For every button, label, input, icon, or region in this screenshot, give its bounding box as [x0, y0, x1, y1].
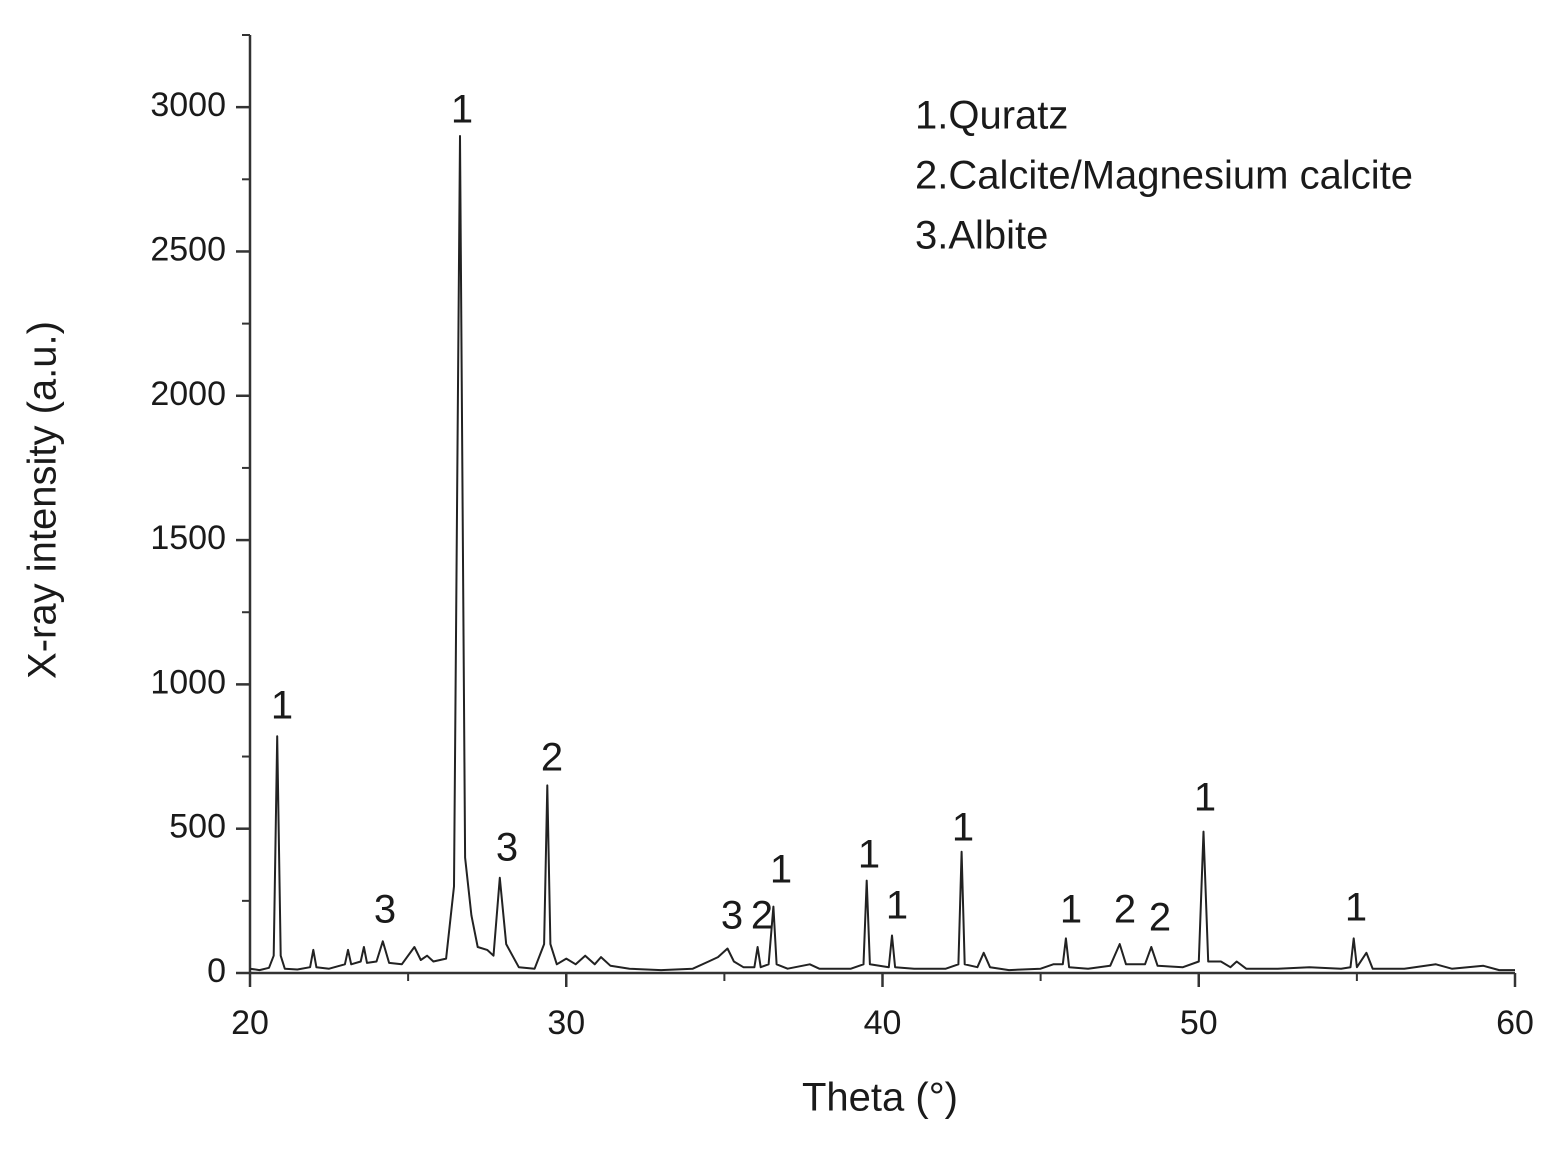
y-tick-label: 1000 [150, 663, 226, 701]
peak-label: 2 [1149, 896, 1171, 940]
legend-text: 3.Albite [915, 214, 1048, 258]
peak-label: 1 [1345, 886, 1367, 930]
legend-text: 2.Calcite/Magnesium calcite [915, 154, 1413, 198]
y-tick-label: 500 [169, 808, 226, 846]
y-tick-label: 2500 [150, 230, 226, 268]
y-tick-label: 3000 [150, 86, 226, 124]
legend-text: 1.Quratz [915, 94, 1068, 138]
y-tick-label: 0 [207, 952, 226, 990]
peak-label: 2 [1114, 888, 1136, 932]
peak-label: 1 [770, 848, 792, 892]
y-tick-label: 1500 [150, 519, 226, 557]
peak-label: 1 [952, 806, 974, 850]
x-tick-label: 40 [864, 1004, 902, 1042]
x-tick-label: 30 [547, 1004, 585, 1042]
peak-label: 1 [451, 88, 473, 132]
y-axis-title: X-ray intensity (a.u.) [21, 321, 65, 679]
x-tick-label: 20 [231, 1004, 269, 1042]
peak-label: 1 [1060, 888, 1082, 932]
peak-label: 3 [496, 826, 518, 870]
peak-label: 3 [721, 894, 743, 938]
peak-label: 3 [374, 888, 396, 932]
peak-label: 2 [751, 894, 773, 938]
x-tick-label: 50 [1180, 1004, 1218, 1042]
peak-label: 1 [271, 684, 293, 728]
xrd-line [249, 135, 1515, 972]
x-tick-label: 60 [1496, 1004, 1534, 1042]
y-tick-label: 2000 [150, 375, 226, 413]
peak-label: 1 [858, 833, 880, 877]
peak-label: 2 [541, 736, 563, 780]
peak-label: 1 [886, 884, 908, 928]
peak-label: 1 [1194, 776, 1216, 820]
x-axis-title: Theta (°) [802, 1076, 958, 1120]
